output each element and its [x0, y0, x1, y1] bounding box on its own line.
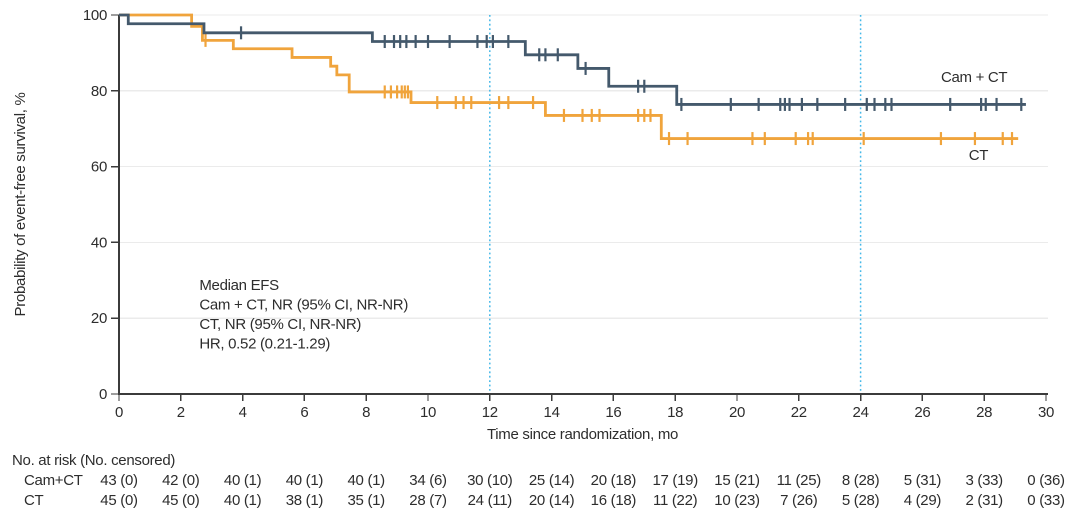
risk-value-ct-12mo: 24 (11)	[467, 492, 513, 509]
risk-value-cam-ct-10mo: 34 (6)	[409, 472, 447, 489]
risk-value-ct-0mo: 45 (0)	[100, 492, 138, 509]
x-tick-label: 18	[667, 404, 683, 421]
x-tick-label: 14	[544, 404, 560, 421]
risk-table-header: No. at risk (No. censored)	[12, 452, 176, 469]
risk-value-ct-26mo: 4 (29)	[903, 492, 942, 509]
risk-value-cam-ct-22mo: 11 (25)	[776, 472, 822, 489]
x-tick-label: 12	[482, 404, 498, 421]
x-tick-label: 30	[1038, 404, 1054, 421]
risk-value-ct-2mo: 45 (0)	[162, 492, 200, 509]
risk-value-ct-28mo: 2 (31)	[965, 492, 1003, 509]
risk-row-label-cam-ct: Cam+CT	[24, 472, 83, 489]
series-ct-curve	[119, 13, 1019, 140]
risk-value-cam-ct-12mo: 30 (10)	[467, 472, 513, 489]
y-tick-label: 40	[91, 234, 107, 251]
annotation-line-2: Cam + CT, NR (95% CI, NR-NR)	[199, 297, 408, 314]
x-tick-label: 4	[239, 404, 247, 421]
x-tick-label: 8	[362, 404, 370, 421]
risk-value-cam-ct-28mo: 3 (33)	[965, 472, 1003, 489]
risk-row-label-ct: CT	[24, 492, 44, 509]
risk-value-cam-ct-24mo: 8 (28)	[841, 472, 880, 489]
x-tick-label: 28	[976, 404, 992, 421]
risk-value-cam-ct-26mo: 5 (31)	[903, 472, 942, 489]
y-tick-label: 20	[91, 310, 107, 327]
series-cam-ct-curve	[119, 13, 1026, 106]
risk-value-ct-6mo: 38 (1)	[285, 492, 324, 509]
risk-value-ct-18mo: 11 (22)	[653, 492, 698, 509]
y-tick-label: 0	[99, 386, 107, 403]
risk-value-ct-14mo: 20 (14)	[528, 492, 575, 509]
x-axis-title: Time since randomization, mo	[487, 426, 678, 443]
curve-label-cam-ct: Cam + CT	[941, 69, 1007, 86]
risk-value-cam-ct-2mo: 42 (0)	[162, 472, 200, 489]
annotation-line-4: HR, 0.52 (0.21-1.29)	[199, 336, 330, 353]
y-tick-label: 60	[91, 159, 107, 176]
annotation-line-3: CT, NR (95% CI, NR-NR)	[199, 316, 361, 333]
risk-value-cam-ct-4mo: 40 (1)	[223, 472, 262, 489]
risk-value-cam-ct-30mo: 0 (36)	[1027, 472, 1065, 489]
risk-value-ct-30mo: 0 (33)	[1027, 492, 1065, 509]
risk-value-cam-ct-18mo: 17 (19)	[652, 472, 698, 489]
x-tick-label: 0	[115, 404, 123, 421]
risk-value-ct-20mo: 10 (23)	[714, 492, 760, 509]
risk-value-cam-ct-6mo: 40 (1)	[285, 472, 324, 489]
y-axis-title: Probability of event-free survival, %	[12, 92, 29, 316]
x-tick-label: 20	[729, 404, 745, 421]
x-tick-label: 2	[177, 404, 185, 421]
risk-value-cam-ct-16mo: 20 (18)	[590, 472, 637, 489]
risk-value-ct-22mo: 7 (26)	[780, 492, 818, 509]
x-tick-label: 26	[914, 404, 930, 421]
y-tick-label: 100	[83, 7, 107, 24]
risk-value-cam-ct-0mo: 43 (0)	[100, 472, 138, 489]
risk-value-cam-ct-14mo: 25 (14)	[528, 472, 575, 489]
x-tick-label: 24	[853, 404, 869, 421]
x-tick-label: 22	[791, 404, 807, 421]
x-tick-label: 16	[605, 404, 621, 421]
y-tick-label: 80	[91, 83, 107, 100]
x-tick-label: 6	[300, 404, 308, 421]
risk-value-cam-ct-20mo: 15 (21)	[714, 472, 760, 489]
annotation-line-1: Median EFS	[199, 277, 279, 294]
curve-label-ct: CT	[969, 147, 989, 164]
risk-value-ct-16mo: 16 (18)	[590, 492, 637, 509]
x-tick-label: 10	[420, 404, 436, 421]
risk-value-ct-4mo: 40 (1)	[223, 492, 262, 509]
risk-value-ct-24mo: 5 (28)	[841, 492, 880, 509]
risk-value-ct-8mo: 35 (1)	[347, 492, 385, 509]
risk-value-cam-ct-8mo: 40 (1)	[347, 472, 385, 489]
risk-value-ct-10mo: 28 (7)	[409, 492, 447, 509]
